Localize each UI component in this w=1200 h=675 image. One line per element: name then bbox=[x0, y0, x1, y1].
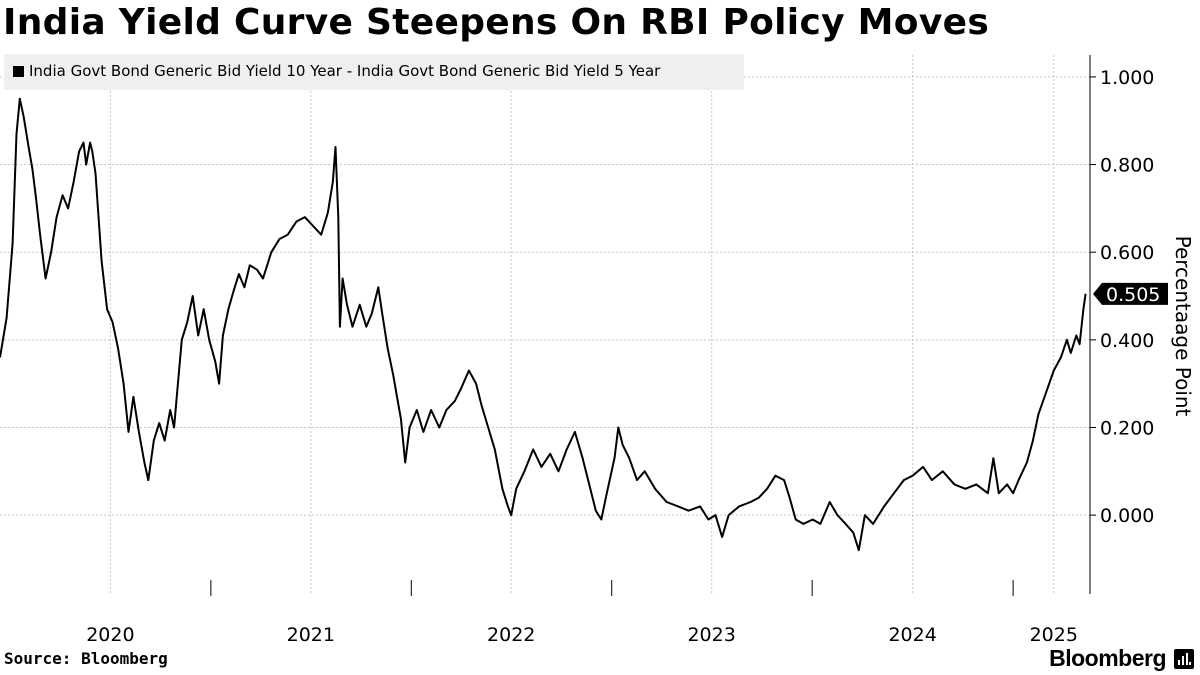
y-tick-label: 0.600 bbox=[1100, 242, 1154, 264]
y-tick-label: 0.400 bbox=[1100, 330, 1154, 352]
legend-swatch bbox=[13, 66, 24, 77]
x-tick-label: 2020 bbox=[86, 624, 134, 646]
x-axis-ticks: 2020 2021 2022 2023 2024 2025 bbox=[86, 624, 1078, 646]
last-value-label: 0.505 bbox=[1106, 284, 1160, 306]
bloomberg-logo: Bloomberg bbox=[1049, 645, 1166, 671]
x-tick-label: 2024 bbox=[888, 624, 936, 646]
y-tick-label: 0.200 bbox=[1100, 417, 1154, 439]
last-value-marker: 0.505 bbox=[1093, 282, 1168, 306]
source-note: Source: Bloomberg bbox=[4, 649, 168, 668]
legend-label: India Govt Bond Generic Bid Yield 10 Yea… bbox=[29, 62, 661, 80]
grid-lines bbox=[0, 55, 1090, 594]
y-tick-label: 0.800 bbox=[1100, 155, 1154, 177]
bloomberg-terminal-icon bbox=[1174, 649, 1194, 669]
series-line bbox=[0, 97, 1087, 552]
legend bbox=[4, 54, 744, 90]
x-tick-label: 2025 bbox=[1030, 624, 1078, 646]
year-dividers bbox=[210, 580, 1014, 596]
y-axis-label: Percentaage Point bbox=[1171, 236, 1195, 417]
x-tick-label: 2021 bbox=[287, 624, 335, 646]
chart-title: India Yield Curve Steepens On RBI Policy… bbox=[3, 2, 990, 43]
x-tick-label: 2022 bbox=[487, 624, 535, 646]
last-value-badge bbox=[1093, 282, 1168, 305]
y-tick-label: 1.000 bbox=[1100, 67, 1154, 89]
y-tick-label: 0.000 bbox=[1100, 505, 1154, 527]
x-tick-label: 2023 bbox=[687, 624, 735, 646]
y-axis-ticks: 1.000 0.800 0.600 0.400 0.200 0.000 bbox=[1090, 67, 1154, 527]
